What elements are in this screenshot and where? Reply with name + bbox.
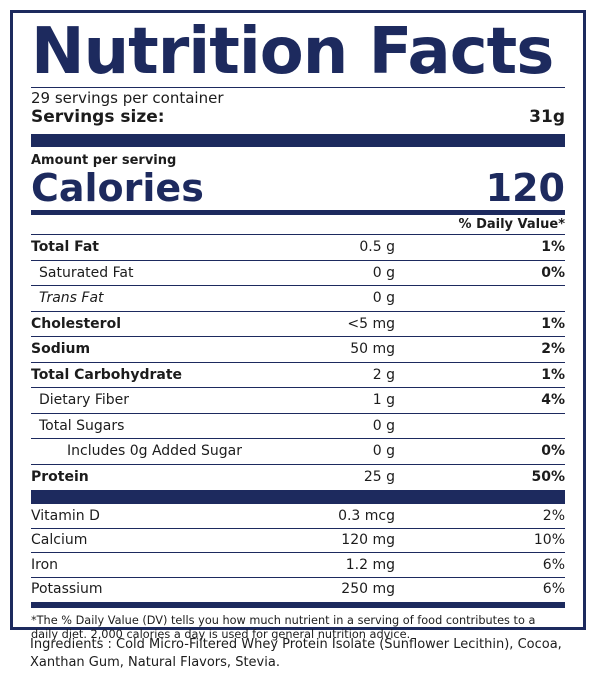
nutrient-name: Saturated Fat — [39, 264, 134, 281]
nutrient-amount: 0 g — [372, 443, 395, 460]
nutrient-amount: 2 g — [372, 366, 395, 383]
nutrient-table: Total Fat 0.5 g 1% Saturated Fat 0 g 0% … — [31, 235, 565, 489]
nutrient-dv: 1% — [541, 315, 565, 332]
nutrient-dv: 50% — [531, 468, 565, 485]
vitamin-row-calcium: Calcium 120 mg 10% — [31, 529, 565, 553]
nutrient-dv: 2% — [541, 341, 565, 358]
daily-value-footnote: *The % Daily Value (DV) tells you how mu… — [31, 614, 536, 641]
calories-row: Calories 120 — [31, 166, 565, 210]
vitamin-amount: 0.3 mcg — [338, 507, 395, 524]
nutrient-name: Total Sugars — [39, 417, 125, 434]
vitamin-row-potassium: Potassium 250 mg 6% — [31, 578, 565, 602]
nutrient-row-added-sugar: Includes 0g Added Sugar 0 g 0% — [31, 439, 565, 465]
nutrient-name: Total Fat — [31, 239, 100, 256]
nutrient-amount: 0 g — [372, 264, 395, 281]
nutrient-name: Total Carbohydrate — [31, 366, 183, 383]
calories-label: Calories — [31, 166, 204, 210]
nutrient-dv: 0% — [541, 443, 565, 460]
serving-size-value: 31g — [529, 107, 565, 127]
vitamin-dv: 2% — [542, 507, 565, 524]
nutrient-row-trans-fat: Trans Fat 0 g — [31, 286, 565, 312]
nutrient-row-total-fat: Total Fat 0.5 g 1% — [31, 235, 565, 261]
nutrient-name: Protein — [31, 468, 89, 485]
nutrient-row-cholesterol: Cholesterol <5 mg 1% — [31, 312, 565, 337]
vitamin-name: Potassium — [31, 581, 103, 598]
nutrient-amount: 0 g — [372, 290, 395, 307]
vitamin-dv: 6% — [542, 556, 565, 573]
vitamin-amount: 250 mg — [341, 581, 395, 598]
vitamin-name: Calcium — [31, 532, 88, 549]
nutrient-row-protein: Protein 25 g 50% — [31, 465, 565, 490]
serving-size-label: Servings size: — [31, 107, 165, 127]
nutrient-amount: 25 g — [363, 468, 395, 485]
nutrient-row-saturated-fat: Saturated Fat 0 g 0% — [31, 261, 565, 286]
thick-divider-middle — [31, 490, 565, 504]
vitamin-dv: 6% — [542, 581, 565, 598]
vitamin-amount: 120 mg — [341, 532, 395, 549]
nutrient-row-total-carbohydrate: Total Carbohydrate 2 g 1% — [31, 363, 565, 388]
nutrient-name: Cholesterol — [31, 315, 121, 332]
amount-per-serving: Amount per serving — [31, 153, 177, 168]
vitamin-amount: 1.2 mg — [345, 556, 395, 573]
nutrient-row-dietary-fiber: Dietary Fiber 1 g 4% — [31, 388, 565, 414]
nutrient-name: Includes 0g Added Sugar — [67, 443, 242, 460]
nutrient-amount: 0 g — [372, 417, 395, 434]
vitamin-name: Iron — [31, 556, 59, 573]
nutrient-amount: 50 mg — [350, 341, 395, 358]
nutrition-facts-label: Nutrition Facts 29 servings per containe… — [10, 10, 586, 641]
nutrient-dv: 1% — [541, 239, 565, 256]
nutrient-name: Sodium — [31, 341, 91, 358]
vitamin-row-iron: Iron 1.2 mg 6% — [31, 553, 565, 578]
nutrient-name: Dietary Fiber — [39, 392, 130, 409]
nutrient-amount: 0.5 g — [359, 239, 395, 256]
nutrient-amount: <5 mg — [347, 315, 395, 332]
nutrient-name: Trans Fat — [39, 290, 104, 307]
title-divider — [31, 87, 565, 88]
thick-divider-top — [31, 134, 565, 147]
bottom-divider — [31, 602, 565, 608]
nutrient-amount: 1 g — [372, 392, 395, 409]
calories-value: 120 — [485, 166, 565, 210]
vitamin-dv: 10% — [533, 532, 565, 549]
vitamin-table: Vitamin D 0.3 mcg 2% Calcium 120 mg 10% … — [31, 504, 565, 601]
label-title: Nutrition Facts — [31, 15, 554, 89]
vitamin-row-vitamin-d: Vitamin D 0.3 mcg 2% — [31, 504, 565, 529]
serving-size-row: Servings size: 31g — [31, 106, 565, 128]
nutrient-dv: 1% — [541, 366, 565, 383]
daily-value-header: % Daily Value* — [31, 215, 565, 235]
medium-divider — [31, 210, 565, 215]
servings-per-container: 29 servings per container — [31, 89, 224, 107]
nutrient-dv: 4% — [541, 392, 565, 409]
vitamin-name: Vitamin D — [31, 507, 100, 524]
nutrient-dv: 0% — [541, 264, 565, 281]
nutrient-row-sodium: Sodium 50 mg 2% — [31, 337, 565, 363]
ingredients-text: Ingredients : Cold Micro-Filtered Whey P… — [30, 637, 562, 670]
nutrient-row-total-sugars: Total Sugars 0 g — [31, 414, 565, 439]
